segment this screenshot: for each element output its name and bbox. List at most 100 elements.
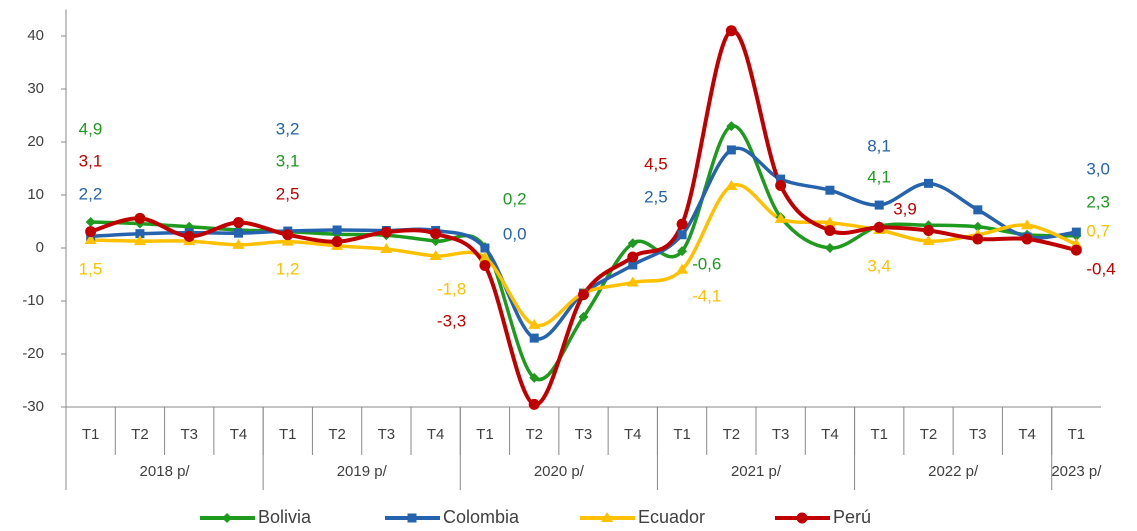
- x-tick-label: T4: [1018, 426, 1036, 443]
- marker: [135, 229, 145, 239]
- marker: [725, 179, 738, 190]
- marker: [529, 333, 539, 343]
- marker: [85, 226, 97, 238]
- y-tick-label: 20: [27, 133, 44, 150]
- marker: [183, 230, 195, 242]
- marker: [380, 243, 393, 254]
- marker: [677, 246, 688, 257]
- marker: [824, 243, 835, 253]
- marker: [776, 174, 786, 184]
- legend-label: Ecuador: [638, 507, 705, 527]
- marker: [775, 179, 787, 191]
- data-label: 0,0: [503, 224, 527, 243]
- data-label: 8,1: [867, 136, 891, 155]
- year-label: 2023 p/: [1051, 463, 1102, 480]
- data-label: 2,5: [276, 184, 300, 203]
- marker: [407, 513, 417, 523]
- data-label: -0,6: [692, 254, 721, 273]
- year-label: 2020 p/: [534, 463, 585, 480]
- x-tick-label: T1: [82, 426, 100, 443]
- y-tick-label: -10: [22, 292, 44, 309]
- x-tick-label: T2: [723, 426, 741, 443]
- data-label: 3,9: [893, 199, 917, 218]
- marker: [1021, 233, 1033, 245]
- marker: [774, 212, 787, 223]
- year-label: 2022 p/: [928, 463, 979, 480]
- x-tick-label: T1: [870, 426, 888, 443]
- series-line: [90, 182, 1078, 328]
- marker: [234, 228, 243, 238]
- x-tick-label: T3: [180, 426, 198, 443]
- marker: [480, 243, 490, 253]
- marker: [281, 235, 294, 246]
- legend-label: Colombia: [443, 507, 520, 527]
- marker: [528, 318, 541, 329]
- x-tick-label: T4: [427, 426, 445, 443]
- data-label: 2,3: [1086, 192, 1110, 211]
- marker: [1071, 227, 1081, 237]
- year-label: 2019 p/: [337, 463, 388, 480]
- data-label: 2,2: [79, 184, 103, 203]
- data-label: -3,3: [437, 311, 466, 330]
- marker: [627, 251, 639, 263]
- marker: [578, 289, 589, 301]
- marker: [85, 217, 96, 228]
- x-tick-label: T1: [279, 426, 297, 443]
- marker: [133, 235, 146, 246]
- marker: [972, 221, 983, 232]
- data-label: 4,9: [79, 119, 103, 138]
- marker: [924, 178, 933, 188]
- marker: [823, 216, 836, 227]
- marker: [222, 513, 232, 523]
- marker: [825, 185, 835, 195]
- x-tick-label: T2: [525, 426, 543, 443]
- y-tick-label: 0: [36, 239, 44, 256]
- y-tick-label: 10: [27, 186, 44, 203]
- legend-label: Bolivia: [258, 507, 312, 527]
- series-line: [90, 28, 1077, 407]
- marker: [923, 225, 934, 237]
- data-label: -0,4: [1086, 259, 1115, 278]
- year-label: 2021 p/: [731, 463, 782, 480]
- marker: [578, 311, 589, 322]
- marker: [134, 212, 146, 224]
- data-label: 4,5: [644, 154, 668, 173]
- marker: [1070, 244, 1082, 256]
- y-tick-label: 40: [27, 27, 44, 44]
- data-label: -1,8: [437, 279, 466, 298]
- data-label: 1,2: [276, 259, 300, 278]
- marker: [331, 236, 343, 248]
- data-label: 3,1: [79, 151, 103, 170]
- marker: [233, 217, 244, 229]
- data-label: 3,1: [276, 151, 300, 170]
- x-tick-label: T4: [230, 426, 248, 443]
- marker: [380, 226, 392, 238]
- data-label: 1,5: [79, 259, 103, 278]
- data-label: 3,0: [1086, 159, 1110, 178]
- marker: [726, 145, 736, 155]
- x-tick-label: T3: [772, 426, 790, 443]
- x-tick-label: T3: [378, 426, 396, 443]
- marker: [1021, 219, 1034, 230]
- marker: [676, 263, 689, 274]
- marker: [478, 251, 491, 262]
- marker: [677, 230, 687, 240]
- y-tick-label: 30: [27, 80, 44, 97]
- marker: [430, 228, 442, 240]
- marker: [626, 276, 639, 287]
- x-tick-label: T1: [1068, 426, 1086, 443]
- marker: [628, 260, 638, 270]
- marker: [972, 233, 984, 245]
- data-label: 0,2: [503, 189, 527, 208]
- data-label: 3,4: [867, 256, 891, 275]
- x-tick-label: T3: [575, 426, 593, 443]
- marker: [601, 512, 613, 522]
- x-tick-label: T1: [673, 426, 691, 443]
- marker: [627, 238, 638, 249]
- marker: [479, 259, 491, 271]
- marker: [232, 238, 245, 249]
- marker: [282, 229, 294, 241]
- marker: [725, 25, 737, 37]
- y-tick-label: -30: [22, 398, 44, 415]
